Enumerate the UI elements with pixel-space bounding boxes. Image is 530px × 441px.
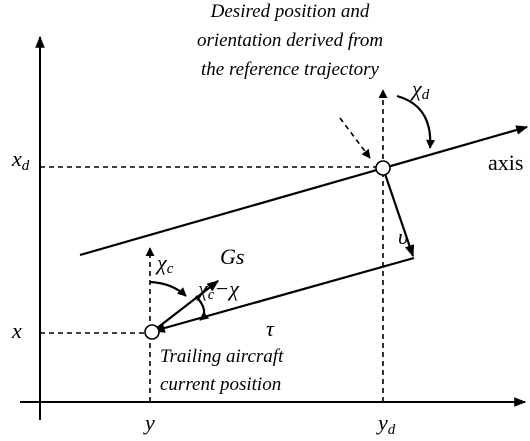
axes — [20, 35, 527, 420]
x-label: x — [11, 318, 22, 343]
upsilon: υ — [398, 224, 408, 249]
desired-line: the reference trajectory — [201, 59, 380, 80]
y-d: yd — [376, 410, 396, 438]
y-label: y — [143, 410, 155, 435]
tau: τ — [266, 316, 275, 341]
trailing-line: current position — [160, 374, 281, 395]
chi-c-minus-chi: χc−χ — [196, 276, 240, 303]
annotation-trailing: Trailing aircraft current position — [160, 346, 284, 395]
axis-label: axis — [488, 150, 523, 175]
annotation-desired: Desired position and orientation derived… — [197, 1, 383, 80]
desired-line: orientation derived from — [197, 30, 383, 51]
desired-line: Desired position and — [210, 1, 370, 22]
trailing-line: Trailing aircraft — [160, 346, 284, 367]
vectors — [79, 94, 529, 333]
gs: Gs — [220, 244, 244, 269]
desired-point — [375, 160, 391, 176]
x-d: xd — [11, 146, 30, 174]
trailing-point — [144, 324, 160, 340]
chi-d: χd — [410, 76, 430, 103]
chi-c: χc — [155, 250, 174, 277]
